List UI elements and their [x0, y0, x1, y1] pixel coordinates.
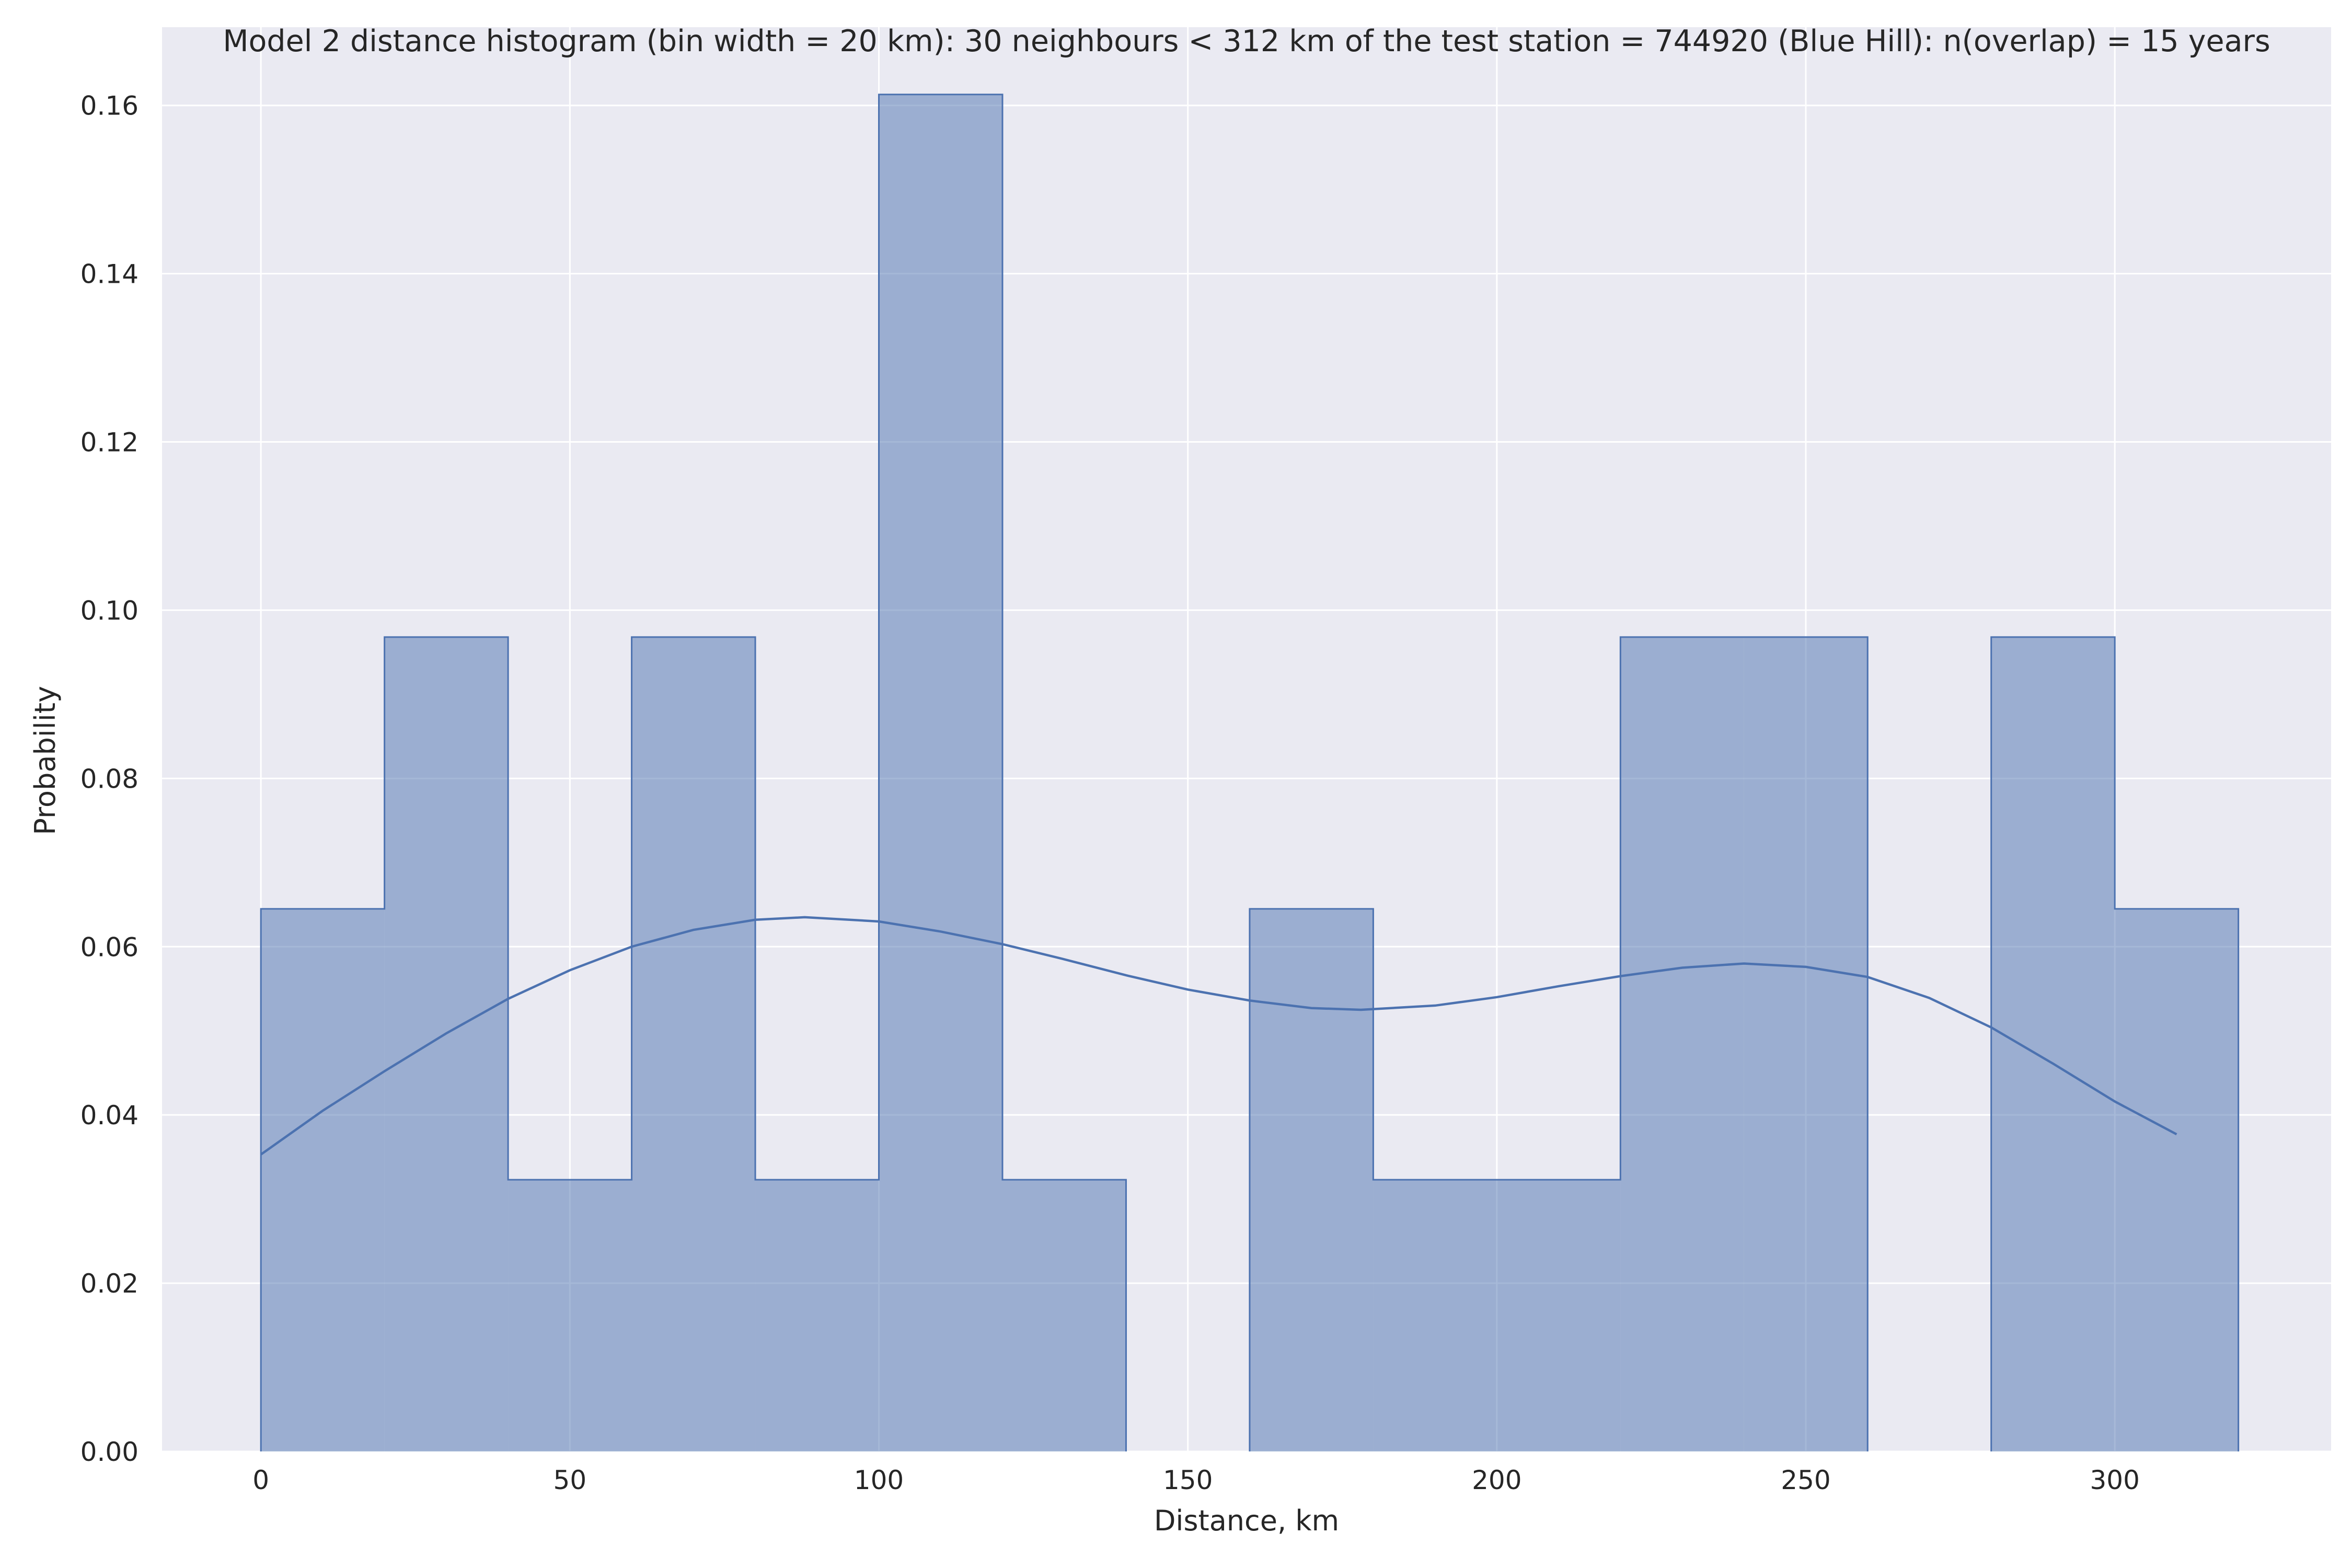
histogram-bar [384, 637, 509, 1451]
y-tick-label: 0.14 [80, 259, 139, 290]
x-axis-ticks: 0 50 100 150 200 250 300 [252, 1465, 2140, 1495]
histogram-bar [1620, 637, 1744, 1451]
x-tick-label: 50 [554, 1465, 587, 1495]
histogram-bar [1744, 637, 1868, 1451]
histogram-bar [631, 637, 756, 1451]
y-tick-label: 0.08 [80, 764, 139, 794]
x-tick-label: 0 [252, 1465, 269, 1495]
x-tick-label: 100 [854, 1465, 904, 1495]
y-tick-label: 0.10 [80, 595, 139, 626]
histogram-bar [1991, 637, 2115, 1451]
histogram-bar [1249, 908, 1374, 1451]
histogram-bar [261, 908, 385, 1451]
chart-title: Model 2 distance histogram (bin width = … [223, 24, 2270, 59]
histogram-bar [508, 1180, 632, 1451]
histogram-bar [1496, 1180, 1621, 1451]
x-tick-label: 250 [1781, 1465, 1830, 1495]
histogram-bar [1373, 1180, 1497, 1451]
histogram-bars [261, 94, 2239, 1451]
kde-curve [260, 916, 2177, 1156]
x-axis-title: Distance, km [1154, 1504, 1339, 1537]
y-axis-title: Probability [29, 686, 62, 835]
y-tick-label: 0.04 [80, 1100, 139, 1131]
histogram-bar [1002, 1180, 1126, 1451]
x-tick-label: 300 [2090, 1465, 2139, 1495]
histogram-outline [260, 94, 2240, 1451]
histogram-bar [2115, 908, 2239, 1451]
y-tick-label: 0.16 [80, 91, 139, 121]
y-tick-label: 0.06 [80, 932, 139, 962]
y-tick-label: 0.02 [80, 1269, 139, 1299]
x-tick-label: 200 [1472, 1465, 1521, 1495]
histogram-bar [755, 1180, 879, 1451]
x-tick-label: 150 [1163, 1465, 1213, 1495]
y-tick-label: 0.00 [80, 1437, 139, 1467]
y-axis-ticks: 0.00 0.02 0.04 0.06 0.08 0.10 0.12 0.14 0.16 [80, 91, 139, 1467]
histogram-bar [879, 94, 1002, 1451]
y-tick-label: 0.12 [80, 428, 139, 458]
